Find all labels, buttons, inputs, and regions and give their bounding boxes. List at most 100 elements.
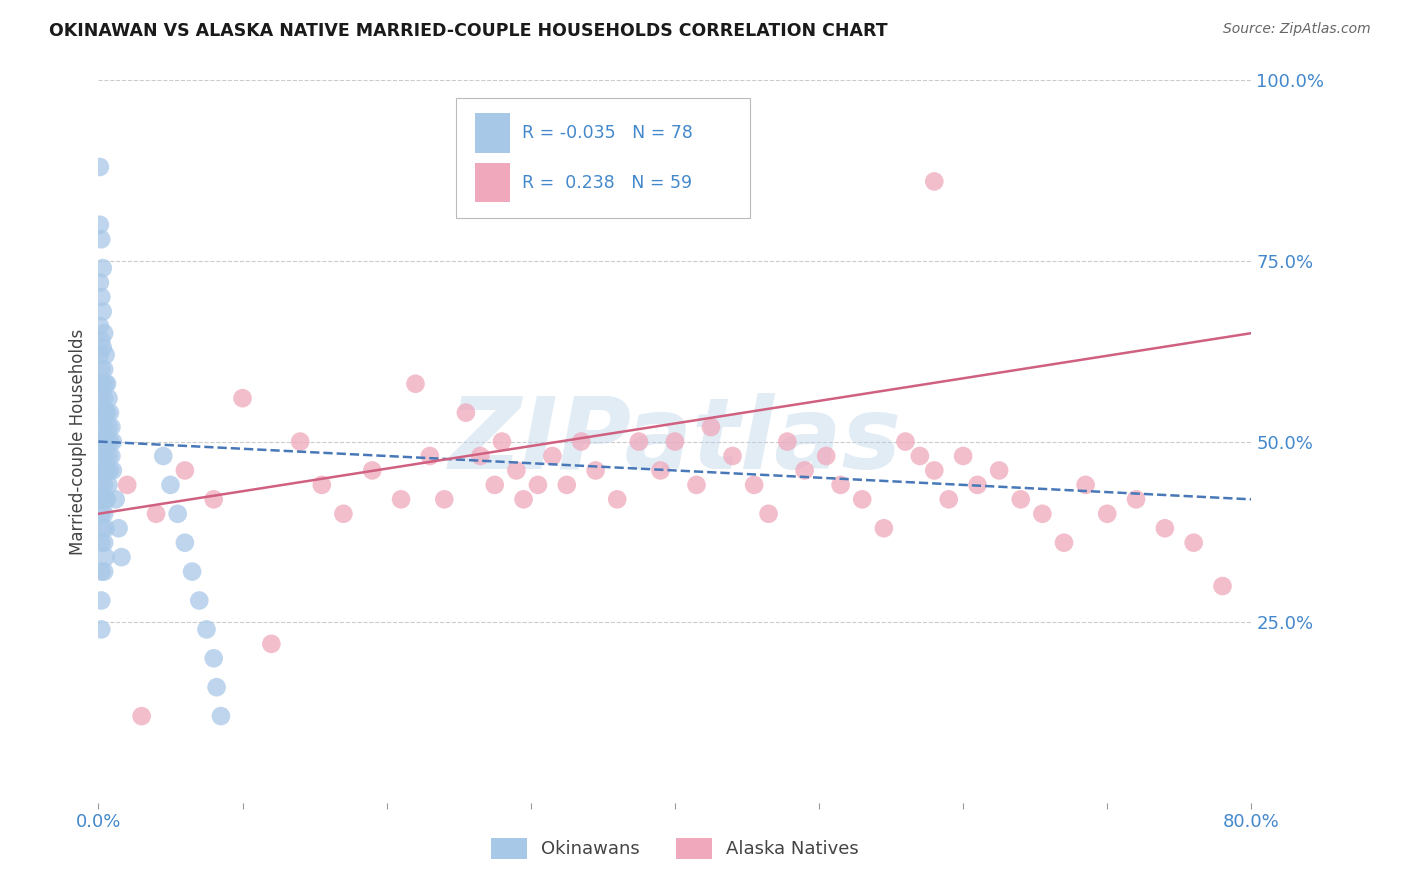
Point [89, 463, 111, 477]
Point [91, 492, 114, 507]
Point [97, 420, 120, 434]
Point [527, 478, 550, 492]
Point [202, 651, 225, 665]
Point [152, 449, 174, 463]
Point [91, 521, 114, 535]
Point [188, 593, 211, 607]
Point [491, 189, 513, 203]
Point [1097, 507, 1119, 521]
Point [952, 449, 974, 463]
Point [96, 434, 118, 449]
Point [924, 174, 946, 188]
Point [91, 434, 114, 449]
Point [89, 218, 111, 232]
Point [491, 434, 513, 449]
Point [110, 550, 132, 565]
Point [89, 348, 111, 362]
Point [700, 420, 723, 434]
Point [96, 463, 118, 477]
Point [966, 478, 988, 492]
Point [894, 434, 917, 449]
Point [484, 478, 506, 492]
Point [104, 492, 127, 507]
Point [94, 550, 117, 565]
Point [174, 463, 197, 477]
Point [93, 391, 115, 405]
Point [91, 261, 114, 276]
Point [924, 463, 946, 477]
Point [988, 463, 1011, 477]
Point [89, 492, 111, 507]
Point [93, 535, 115, 549]
Point [91, 341, 114, 355]
Point [830, 478, 852, 492]
Point [90, 565, 112, 579]
Point [98, 463, 121, 477]
Point [93, 507, 115, 521]
Point [90, 478, 112, 492]
Point [91, 376, 114, 391]
Point [1154, 521, 1177, 535]
Point [1053, 535, 1076, 549]
Point [98, 406, 121, 420]
Point [685, 478, 707, 492]
Point [454, 406, 477, 420]
Point [97, 478, 120, 492]
Point [89, 376, 111, 391]
Point [90, 507, 112, 521]
Text: ZIPatlas: ZIPatlas [449, 393, 901, 490]
Point [89, 160, 111, 174]
Point [96, 492, 118, 507]
Point [260, 637, 283, 651]
Point [90, 593, 112, 607]
Point [100, 420, 122, 434]
Point [361, 463, 384, 477]
Point [93, 420, 115, 434]
Point [209, 709, 232, 723]
Point [433, 492, 456, 507]
Point [938, 492, 960, 507]
Point [98, 434, 121, 449]
Text: Source: ZipAtlas.com: Source: ZipAtlas.com [1223, 22, 1371, 37]
Point [94, 463, 117, 477]
Y-axis label: Married-couple Households: Married-couple Households [69, 328, 87, 555]
Point [131, 709, 153, 723]
Point [541, 449, 564, 463]
Bar [475, 162, 510, 202]
Point [1182, 535, 1205, 549]
Point [776, 434, 799, 449]
Point [96, 406, 118, 420]
Point [93, 326, 115, 340]
Point [145, 507, 167, 521]
Point [627, 434, 650, 449]
Point [174, 535, 197, 549]
Point [94, 492, 117, 507]
Point [873, 521, 896, 535]
Point [290, 434, 312, 449]
Point [758, 507, 780, 521]
Point [569, 434, 592, 449]
Point [793, 463, 815, 477]
Point [89, 318, 111, 333]
Point [91, 463, 114, 477]
Point [97, 449, 120, 463]
Point [815, 449, 838, 463]
Point [89, 276, 111, 290]
Point [205, 680, 228, 694]
Point [93, 565, 115, 579]
Point [721, 449, 744, 463]
Point [94, 348, 117, 362]
Text: R =  0.238   N = 59: R = 0.238 N = 59 [522, 174, 692, 192]
Point [91, 406, 114, 420]
Point [90, 232, 112, 246]
Point [664, 434, 686, 449]
Point [101, 434, 124, 449]
Point [90, 290, 112, 304]
Point [89, 406, 111, 420]
Point [93, 362, 115, 376]
Point [1031, 507, 1053, 521]
Point [419, 449, 441, 463]
FancyBboxPatch shape [456, 98, 749, 218]
Point [851, 492, 873, 507]
Point [311, 478, 333, 492]
